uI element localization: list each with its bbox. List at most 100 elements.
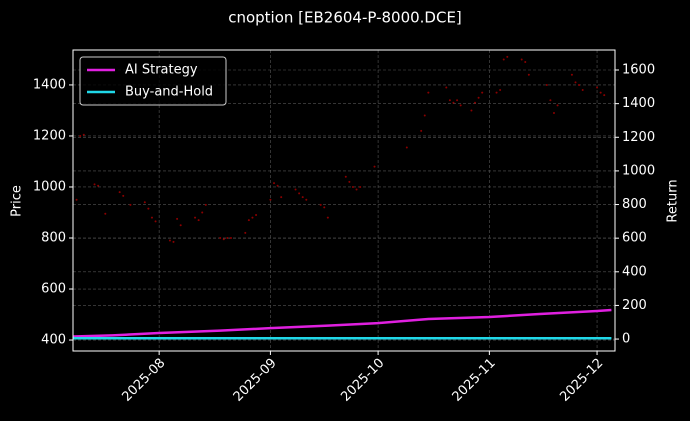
price-point xyxy=(495,91,498,94)
price-point xyxy=(481,91,484,94)
price-point xyxy=(201,211,204,214)
price-point xyxy=(596,86,599,89)
price-point xyxy=(143,201,146,204)
price-point xyxy=(326,216,329,219)
price-point xyxy=(204,203,207,206)
price-point xyxy=(459,104,462,107)
y2-tick-label: 200 xyxy=(622,298,647,313)
y-tick-label: 1000 xyxy=(33,179,66,194)
price-point xyxy=(122,194,125,197)
price-point xyxy=(280,196,283,199)
price-point xyxy=(154,220,157,223)
plot-frame xyxy=(72,49,616,352)
series-line xyxy=(73,308,612,338)
price-point xyxy=(344,175,347,178)
y2-tick-label: 1600 xyxy=(622,63,655,78)
price-point xyxy=(75,198,78,201)
y-tick-label: 600 xyxy=(41,282,66,297)
y2-tick-label: 1400 xyxy=(622,96,655,111)
price-point xyxy=(574,81,577,84)
price-point xyxy=(545,83,548,86)
plot xyxy=(73,55,612,340)
price-point xyxy=(104,212,107,215)
price-point xyxy=(423,114,426,117)
y-tick-label: 1200 xyxy=(33,128,66,143)
y2-axis-label: Return xyxy=(666,179,681,222)
price-point xyxy=(470,109,473,112)
price-point xyxy=(452,101,455,104)
price-point xyxy=(79,134,82,137)
price-point xyxy=(502,58,505,61)
price-point xyxy=(247,219,250,222)
chart-title: cnoption [EB2604-P-8000.DCE] xyxy=(228,9,462,27)
price-point xyxy=(301,196,304,199)
price-point xyxy=(269,198,272,201)
price-point xyxy=(197,219,200,222)
price-point xyxy=(222,238,225,241)
y2-tick-label: 800 xyxy=(622,197,647,212)
price-point xyxy=(244,231,247,234)
price-point xyxy=(176,217,179,220)
price-point xyxy=(499,89,502,92)
price-point xyxy=(194,216,197,219)
price-point xyxy=(427,91,430,94)
price-point xyxy=(348,180,351,183)
price-point xyxy=(93,183,96,186)
y2-tick-label: 1200 xyxy=(622,130,655,145)
price-point xyxy=(255,214,258,217)
price-point xyxy=(527,73,530,76)
price-point xyxy=(445,86,448,89)
price-point xyxy=(229,236,232,239)
price-point xyxy=(552,112,555,115)
price-point xyxy=(276,184,279,187)
price-point xyxy=(179,224,182,227)
price-point xyxy=(456,99,459,102)
price-point xyxy=(556,104,559,107)
price-point xyxy=(477,96,480,99)
y-tick-label: 1400 xyxy=(33,77,66,92)
price-point xyxy=(599,91,602,94)
price-point xyxy=(251,216,254,219)
price-point xyxy=(172,240,175,243)
price-point xyxy=(294,188,297,191)
y2-tick-label: 400 xyxy=(622,264,647,279)
price-point xyxy=(118,191,121,194)
price-point xyxy=(168,239,171,242)
price-point xyxy=(448,99,451,102)
price-point xyxy=(298,192,301,195)
price-point xyxy=(147,207,150,210)
price-point xyxy=(226,236,229,239)
price-point xyxy=(581,89,584,92)
price-point xyxy=(359,185,362,188)
y2-tick-label: 600 xyxy=(622,231,647,246)
price-point xyxy=(97,184,100,187)
y-tick-label: 400 xyxy=(41,333,66,348)
price-point xyxy=(474,101,477,104)
price-point xyxy=(520,58,523,61)
y-axis-label: Price xyxy=(10,185,25,217)
y2-tick-label: 0 xyxy=(622,332,630,347)
price-point xyxy=(373,165,376,168)
price-point xyxy=(355,188,358,191)
price-point xyxy=(323,206,326,209)
price-point xyxy=(351,185,354,188)
price-point xyxy=(82,133,85,136)
legend-label: AI Strategy xyxy=(125,63,198,78)
price-point xyxy=(150,216,153,219)
legend-box xyxy=(79,56,227,106)
legend-label: Buy-and-Hold xyxy=(125,85,213,100)
price-point xyxy=(405,146,408,149)
price-point xyxy=(319,203,322,206)
price-point xyxy=(524,60,527,63)
price-point xyxy=(420,129,423,132)
price-point xyxy=(506,55,509,58)
y2-tick-label: 1000 xyxy=(622,163,655,178)
price-point xyxy=(549,99,552,102)
price-point xyxy=(603,94,606,97)
price-point xyxy=(129,203,132,206)
price-point xyxy=(570,73,573,76)
price-point xyxy=(273,182,276,185)
price-point xyxy=(578,83,581,86)
